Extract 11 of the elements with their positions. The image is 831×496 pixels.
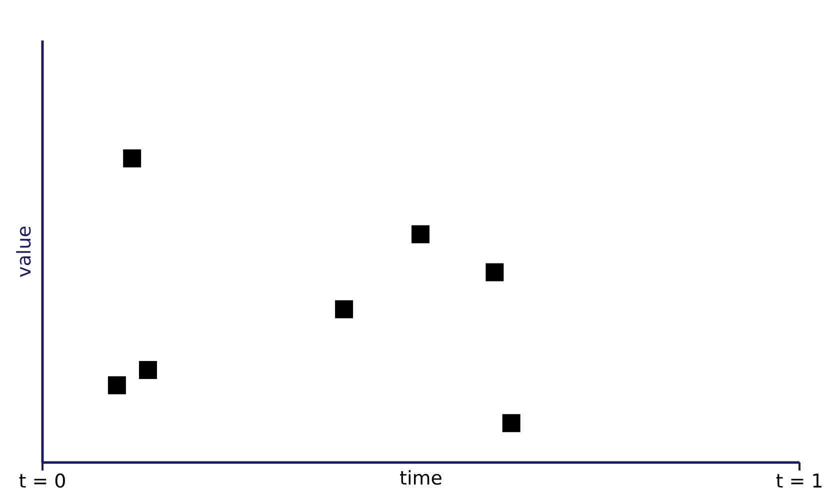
point bbox=[108, 376, 126, 394]
point bbox=[123, 149, 142, 168]
x-tick-label: t = 1 bbox=[776, 470, 824, 492]
point bbox=[502, 414, 520, 432]
x-axis-title: time bbox=[400, 468, 442, 490]
y-axis-title: value bbox=[14, 226, 36, 278]
x-tick-label: t = 0 bbox=[18, 470, 66, 492]
point bbox=[138, 361, 157, 380]
point bbox=[412, 225, 430, 244]
point bbox=[486, 263, 504, 282]
point bbox=[335, 300, 354, 318]
